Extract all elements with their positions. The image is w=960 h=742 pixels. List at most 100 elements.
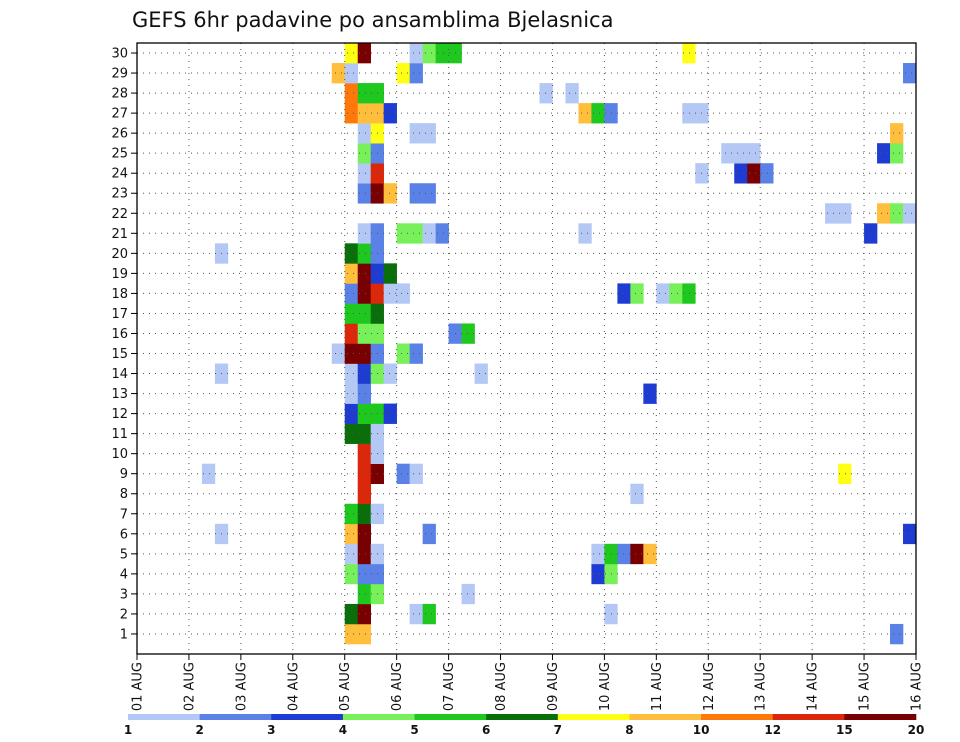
y-tick-label: 17 <box>111 307 128 322</box>
colorbar-tick-label: 12 <box>764 723 781 737</box>
y-tick-label: 13 <box>111 387 128 402</box>
cell-member-25-step-57 <box>877 143 891 164</box>
colorbar-segment <box>128 714 200 720</box>
cell-member-6-step-17 <box>357 523 371 545</box>
cell-member-7-step-16 <box>344 503 359 525</box>
cell-member-13-step-39 <box>643 383 657 404</box>
cell-member-5-step-16 <box>344 543 359 565</box>
cell-member-27-step-35 <box>591 103 605 124</box>
cell-member-21-step-22 <box>422 223 436 244</box>
cell-member-21-step-21 <box>409 223 423 244</box>
cell-member-24-step-47 <box>747 163 761 184</box>
colorbar-segment <box>414 714 487 720</box>
cell-member-27-step-42 <box>682 103 696 124</box>
cell-member-24-step-48 <box>760 163 774 184</box>
cell-member-18-step-19 <box>383 283 397 304</box>
cell-member-20-step-17 <box>357 243 371 264</box>
x-tick-label: 05 AUG <box>338 662 353 711</box>
cell-member-5-step-37 <box>617 543 631 565</box>
x-tick-label: 09 AUG <box>546 662 561 711</box>
colorbar-tick-label: 8 <box>625 723 633 737</box>
y-tick-label: 26 <box>111 127 128 142</box>
cell-member-18-step-20 <box>396 283 410 304</box>
colorbar-segment <box>701 714 774 720</box>
cell-member-4-step-35 <box>591 563 605 585</box>
cell-member-8-step-17 <box>357 483 371 505</box>
y-tick-label: 6 <box>120 527 128 542</box>
cell-member-5-step-35 <box>591 543 605 565</box>
cell-member-4-step-17 <box>357 563 371 585</box>
cell-member-7-step-17 <box>357 503 371 525</box>
cell-member-13-step-16 <box>344 383 359 404</box>
y-tick-label: 2 <box>120 607 128 622</box>
cell-member-30-step-23 <box>435 43 449 64</box>
cell-member-26-step-58 <box>890 123 904 144</box>
cell-member-30-step-22 <box>422 43 436 64</box>
cell-member-9-step-21 <box>409 463 423 485</box>
cell-member-22-step-54 <box>838 203 852 224</box>
cell-member-25-step-47 <box>747 143 761 164</box>
x-tick-label: 13 AUG <box>754 662 769 711</box>
cell-member-22-step-57 <box>877 203 891 224</box>
colorbar-tick-label: 7 <box>554 723 562 737</box>
cell-member-21-step-34 <box>578 223 592 244</box>
y-tick-label: 12 <box>111 407 128 422</box>
cell-member-30-step-42 <box>682 43 696 64</box>
cell-member-26-step-21 <box>409 123 423 144</box>
colorbar-tick-label: 20 <box>908 723 925 737</box>
cell-member-29-step-15 <box>331 63 346 84</box>
cell-member-15-step-20 <box>396 343 410 364</box>
colorbar-segment <box>772 714 845 720</box>
cell-member-25-step-46 <box>734 143 748 164</box>
cell-member-16-step-17 <box>357 323 371 344</box>
plot-border <box>136 42 917 655</box>
colorbar-tick-label: 4 <box>339 723 347 737</box>
cell-member-18-step-16 <box>344 283 359 304</box>
cell-member-16-step-16 <box>344 323 359 344</box>
y-tick-label: 20 <box>111 247 128 262</box>
y-tick-label: 4 <box>120 567 128 582</box>
cell-member-29-step-59 <box>903 63 917 84</box>
colorbar-segment <box>844 714 917 720</box>
cell-member-5-step-17 <box>357 543 371 565</box>
y-tick-label: 1 <box>120 627 128 642</box>
cell-member-23-step-22 <box>422 183 436 204</box>
y-tick-label: 22 <box>111 207 128 222</box>
cell-member-3-step-25 <box>461 583 475 605</box>
cell-member-9-step-17 <box>357 463 371 485</box>
cell-member-2-step-17 <box>357 603 371 625</box>
cell-member-25-step-45 <box>721 143 735 164</box>
cell-member-21-step-20 <box>396 223 410 244</box>
cell-member-8-step-38 <box>630 483 644 505</box>
colorbar-legend: 1 2 3 4 5 6 7 8 10 12 15 20 <box>124 714 925 737</box>
cell-member-12-step-16 <box>344 403 359 424</box>
cell-member-28-step-16 <box>344 83 359 104</box>
cell-member-30-step-17 <box>357 43 371 64</box>
cell-member-28-step-17 <box>357 83 371 104</box>
cell-member-23-step-21 <box>409 183 423 204</box>
cell-member-30-step-16 <box>344 43 359 64</box>
cell-member-14-step-17 <box>357 363 371 384</box>
cell-member-24-step-17 <box>357 163 371 184</box>
cell-member-27-step-16 <box>344 103 359 124</box>
y-tick-label: 21 <box>111 227 128 242</box>
cell-member-2-step-16 <box>344 603 359 625</box>
y-tick-label: 8 <box>120 487 128 502</box>
cell-member-29-step-21 <box>409 63 423 84</box>
cell-member-4-step-16 <box>344 563 359 585</box>
colorbar-segment <box>342 714 415 720</box>
cell-member-9-step-54 <box>838 463 852 485</box>
cell-member-5-step-39 <box>643 543 657 565</box>
cell-member-5-step-38 <box>630 543 644 565</box>
colorbar-tick-label: 1 <box>124 723 132 737</box>
cell-member-9-step-20 <box>396 463 410 485</box>
x-tick-label: 14 AUG <box>806 662 821 711</box>
cell-member-26-step-17 <box>357 123 371 144</box>
x-tick-label: 03 AUG <box>234 662 249 711</box>
x-tick-label: 11 AUG <box>650 662 665 711</box>
y-tick-label: 7 <box>120 507 128 522</box>
cell-member-20-step-16 <box>344 243 359 264</box>
cell-member-18-step-41 <box>669 283 683 304</box>
cell-member-26-step-22 <box>422 123 436 144</box>
